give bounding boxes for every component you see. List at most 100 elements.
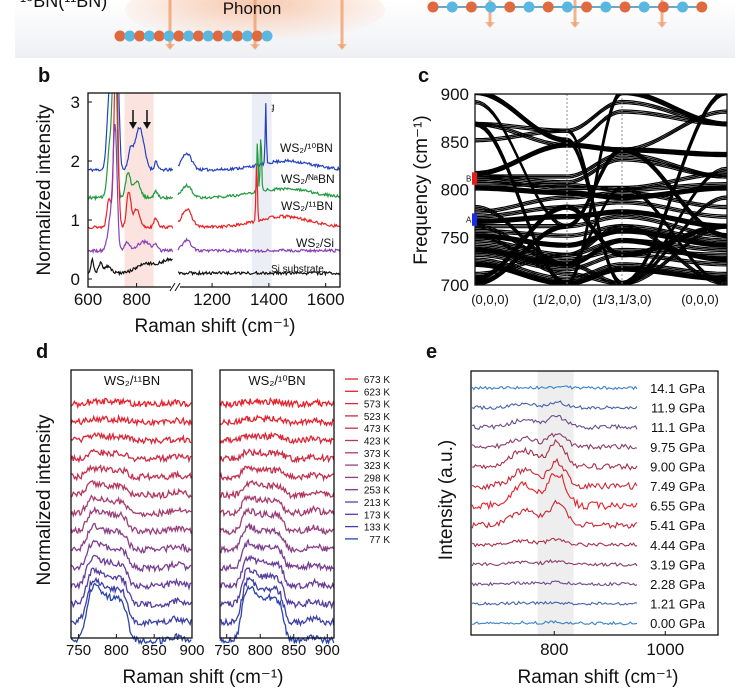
e-series-line — [471, 400, 638, 411]
e-series-line — [471, 432, 638, 451]
c-band-line — [475, 241, 727, 258]
e-series-line — [471, 438, 638, 471]
c-band-line — [475, 255, 727, 272]
b-xtick-label: 1200 — [193, 290, 231, 309]
d-series-line — [70, 413, 192, 428]
d-legend-label: 373 K — [364, 449, 390, 460]
d-plot-frame-0 — [70, 369, 193, 639]
b-series-line — [177, 237, 340, 254]
c-marker-B — [472, 172, 477, 185]
c-band-line — [475, 109, 727, 145]
e-series-label: 11.1 GPa — [651, 420, 706, 435]
e-plot-frame — [470, 370, 719, 636]
d-legend-label: 213 K — [364, 498, 390, 509]
b-series-label-si: WS₂/Si — [296, 236, 334, 250]
b-series-line — [88, 93, 174, 202]
c-band-line — [475, 193, 727, 214]
d-legend-label: 253 K — [364, 486, 390, 497]
c-k-label: (0,0,0) — [681, 292, 719, 307]
b-series-line — [88, 93, 174, 230]
boron-atom — [465, 1, 477, 13]
d-xtick-label: 900 — [315, 642, 340, 659]
b-xtick-label: 800 — [122, 290, 150, 309]
e-series-line — [472, 620, 638, 626]
c-band-line — [475, 252, 727, 269]
c-band-line — [475, 142, 727, 174]
d-legend-label: 573 K — [364, 400, 390, 411]
d-series-line — [219, 464, 334, 483]
panel-letter-b: b — [38, 65, 50, 87]
c-ytick-label: 850 — [441, 133, 469, 152]
b-plot-frame — [87, 92, 341, 288]
e-series-line — [471, 499, 638, 530]
c-band-line — [475, 227, 727, 285]
d-series-line — [219, 522, 335, 554]
d-series-line — [219, 494, 335, 518]
boron-atom — [134, 30, 146, 42]
panel-letter-d: d — [36, 341, 48, 363]
c-band-line — [475, 157, 727, 182]
b-series-line — [88, 93, 174, 173]
atom-chains — [114, 0, 708, 50]
c-band-line — [475, 153, 727, 178]
boron-atom — [619, 1, 631, 13]
d-xtick-label: 900 — [179, 642, 204, 659]
nitrogen-atom — [523, 1, 535, 13]
b-axis-break — [171, 284, 180, 290]
c-band-line — [475, 239, 727, 256]
nitrogen-atom — [600, 1, 612, 13]
boron-atom — [192, 30, 204, 42]
d-plot-frame-1 — [219, 369, 335, 639]
d-subplot-title-11bn: WS₂/¹¹BN — [104, 373, 160, 388]
c-band-line — [475, 158, 727, 183]
c-band-line — [475, 99, 727, 226]
nitrogen-atom — [163, 30, 175, 42]
e-series-label: 5.41 GPa — [650, 518, 706, 533]
nitrogen-atom — [143, 30, 155, 42]
d-series-line — [219, 448, 335, 464]
e-xtick-label: 800 — [540, 640, 568, 659]
b-series-label-10bn: WS₂/¹⁰BN — [280, 141, 333, 155]
boron-atom — [153, 30, 165, 42]
d-series-line — [219, 479, 335, 501]
boron-atom — [504, 1, 516, 13]
b-ytick-label: 3 — [71, 93, 80, 112]
b-y-axis-label: Normalized intensity — [34, 104, 55, 276]
d-series-line — [70, 431, 192, 446]
c-band-line — [475, 128, 727, 283]
e-series-line — [471, 472, 638, 511]
b-x-axis-label: Raman shift (cm⁻¹) — [135, 316, 296, 337]
b-series-line — [177, 269, 340, 277]
c-band-line — [475, 225, 727, 285]
e-series-label: 14.1 GPa — [650, 381, 706, 396]
d-subplot-title-10bn: WS₂/¹⁰BN — [248, 373, 305, 388]
b-series-label-11bn: WS₂/¹¹BN — [281, 199, 333, 213]
c-band-line — [475, 240, 727, 268]
e-series-label: 3.19 GPa — [650, 557, 706, 572]
b-ytick-label: 0 — [71, 270, 80, 289]
c-band-line — [475, 152, 727, 176]
boron-atom — [173, 30, 185, 42]
c-band-line — [475, 210, 727, 228]
d-xtick-label: 850 — [281, 642, 306, 659]
nitrogen-atom — [183, 30, 195, 42]
b-xtick-label: 600 — [74, 290, 102, 309]
e-series-label: 0.00 GPa — [650, 616, 706, 631]
c-band-line — [475, 101, 727, 132]
b-series-line — [177, 139, 340, 200]
c-band-line — [475, 212, 727, 229]
d-series-line — [70, 539, 192, 574]
e-series-label: 9.00 GPa — [650, 459, 706, 474]
e-series-line — [472, 600, 638, 606]
d-series-line — [70, 448, 192, 464]
panel-c-phonon-dispersion: Frequency (cm⁻¹) A B 700 750 800 850 900 (0,0,0… — [411, 85, 728, 307]
d-legend-label: 133 K — [364, 523, 390, 534]
nitrogen-atom — [222, 30, 234, 42]
d-legend-label: 423 K — [364, 437, 390, 448]
c-k-label: (0,0,0) — [471, 292, 509, 307]
e-series-label: 11.9 GPa — [651, 401, 706, 416]
arrow-head-icon — [485, 22, 495, 28]
b-ytick-label: 1 — [71, 211, 80, 230]
boron-atom — [542, 1, 554, 13]
d-legend-label: 173 K — [364, 510, 390, 521]
